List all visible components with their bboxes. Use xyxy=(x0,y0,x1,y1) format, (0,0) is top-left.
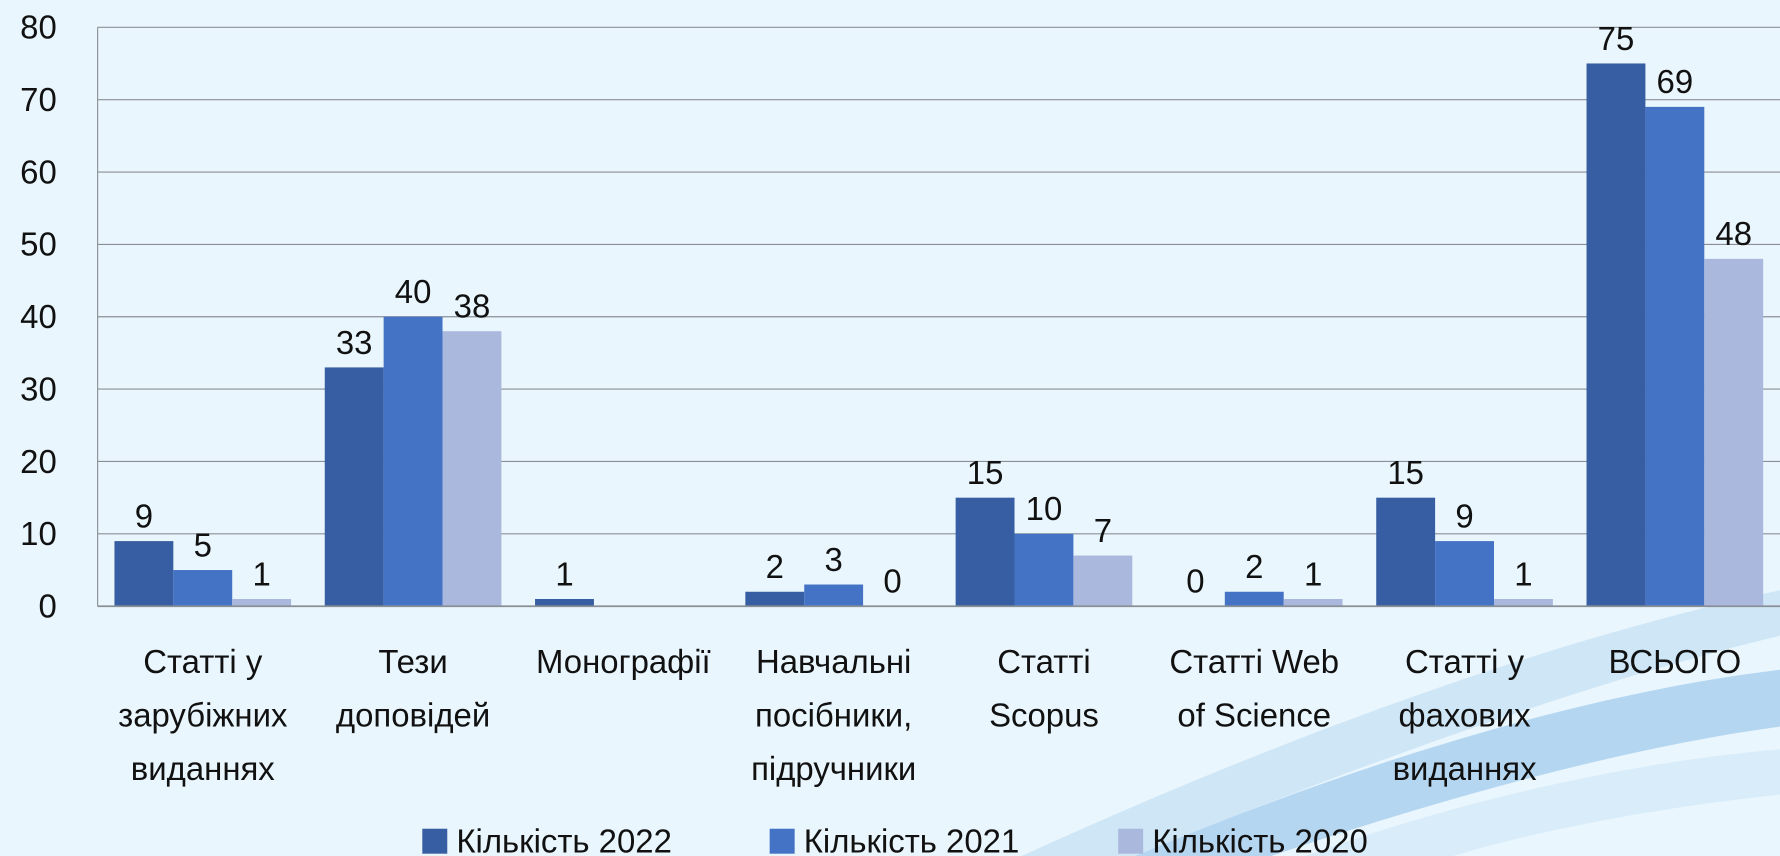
legend-swatch xyxy=(1118,828,1144,854)
value-label: 1 xyxy=(555,555,573,592)
bar xyxy=(1014,533,1074,607)
value-label: 5 xyxy=(194,526,212,563)
bar xyxy=(1376,497,1436,607)
bar xyxy=(1645,106,1705,607)
value-label: 0 xyxy=(1186,563,1204,600)
background-swoosh xyxy=(1021,590,1780,856)
value-label: 1 xyxy=(253,555,271,592)
value-label: 7 xyxy=(1094,512,1112,549)
bar xyxy=(955,497,1015,607)
x-tick-label: Монографії xyxy=(536,643,711,680)
y-tick-label: 10 xyxy=(20,515,57,552)
legend-label: Кількість 2020 xyxy=(1152,823,1368,856)
x-tick-label: Навчальні посібники, підручники xyxy=(751,643,916,787)
x-tick-label: Статті у зарубіжних виданнях xyxy=(118,643,288,787)
value-label: 69 xyxy=(1657,63,1694,100)
value-label: 0 xyxy=(883,563,901,600)
y-tick-label: 50 xyxy=(20,226,57,263)
bar xyxy=(1224,591,1284,607)
bar xyxy=(114,541,174,607)
bar xyxy=(1283,598,1343,607)
bar xyxy=(535,598,594,607)
value-label: 10 xyxy=(1026,490,1063,527)
value-label: 38 xyxy=(454,288,491,325)
value-label: 9 xyxy=(135,497,153,534)
y-tick-label: 70 xyxy=(20,81,57,118)
x-tick-label: Тези доповідей xyxy=(336,643,490,733)
value-label: 15 xyxy=(967,454,1004,491)
value-label: 33 xyxy=(336,324,373,361)
bar xyxy=(442,331,502,607)
y-tick-label: 80 xyxy=(20,9,57,46)
legend-swatch xyxy=(422,828,448,854)
value-label: 3 xyxy=(825,541,843,578)
bar xyxy=(745,591,805,607)
value-label: 9 xyxy=(1455,497,1473,534)
x-tick-label: Статті Web of Science xyxy=(1169,643,1339,733)
value-label: 75 xyxy=(1598,20,1635,57)
y-tick-label: 40 xyxy=(20,298,57,335)
x-tick-label: Статті Scopus xyxy=(989,643,1099,733)
bar xyxy=(1704,258,1764,607)
bar xyxy=(173,570,233,607)
bar xyxy=(324,367,384,607)
value-label: 2 xyxy=(766,548,784,585)
value-label: 15 xyxy=(1387,454,1424,491)
bar xyxy=(804,584,864,607)
legend-swatch xyxy=(769,828,795,854)
legend-label: Кількість 2021 xyxy=(804,823,1020,856)
bar xyxy=(1586,63,1646,607)
bar xyxy=(1493,598,1553,607)
bar xyxy=(383,316,443,607)
bar xyxy=(1073,555,1133,607)
value-label: 40 xyxy=(395,273,432,310)
x-tick-label: ВСЬОГО xyxy=(1609,643,1742,680)
bar xyxy=(1435,541,1494,607)
y-tick-label: 30 xyxy=(20,370,57,407)
value-label: 1 xyxy=(1304,555,1322,592)
value-label: 1 xyxy=(1514,555,1532,592)
y-tick-label: 60 xyxy=(20,153,57,190)
value-label: 48 xyxy=(1715,215,1752,252)
y-tick-label: 20 xyxy=(20,443,57,480)
value-label: 2 xyxy=(1245,548,1263,585)
legend-label: Кількість 2022 xyxy=(456,823,672,856)
bar xyxy=(232,598,292,607)
y-tick-label: 0 xyxy=(38,588,56,625)
x-tick-label: Статті у фахових виданнях xyxy=(1393,643,1538,787)
